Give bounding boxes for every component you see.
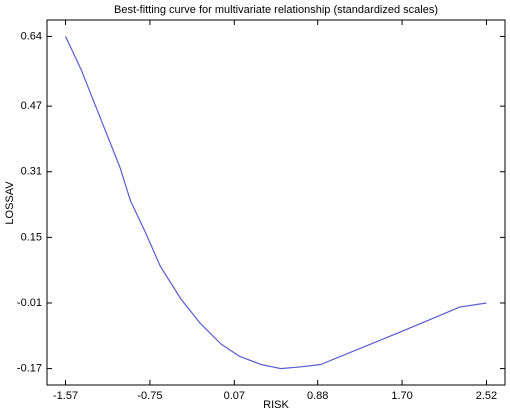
data-line: [64, 36, 487, 370]
y-axis-label: LOSSAV: [4, 181, 16, 225]
y-tick-label: 0.15: [21, 231, 42, 243]
x-tick-label: 1.70: [391, 390, 412, 402]
y-tick-label: 0.31: [21, 166, 42, 178]
x-tick-label: -1.57: [53, 390, 78, 402]
y-tick-label: -0.01: [17, 297, 42, 309]
x-tick-label: 2.52: [476, 390, 497, 402]
y-tick-label: 0.64: [21, 30, 42, 42]
plot-frame: [46, 19, 506, 386]
x-axis-label: RISK: [263, 399, 289, 411]
y-tick-label: -0.17: [17, 363, 42, 375]
x-tick-label: 0.07: [224, 390, 245, 402]
x-tick-label: -0.75: [137, 390, 162, 402]
chart-title: Best-fitting curve for multivariate rela…: [114, 4, 438, 16]
x-tick-label: 0.88: [307, 390, 328, 402]
y-tick-label: 0.47: [21, 100, 42, 112]
